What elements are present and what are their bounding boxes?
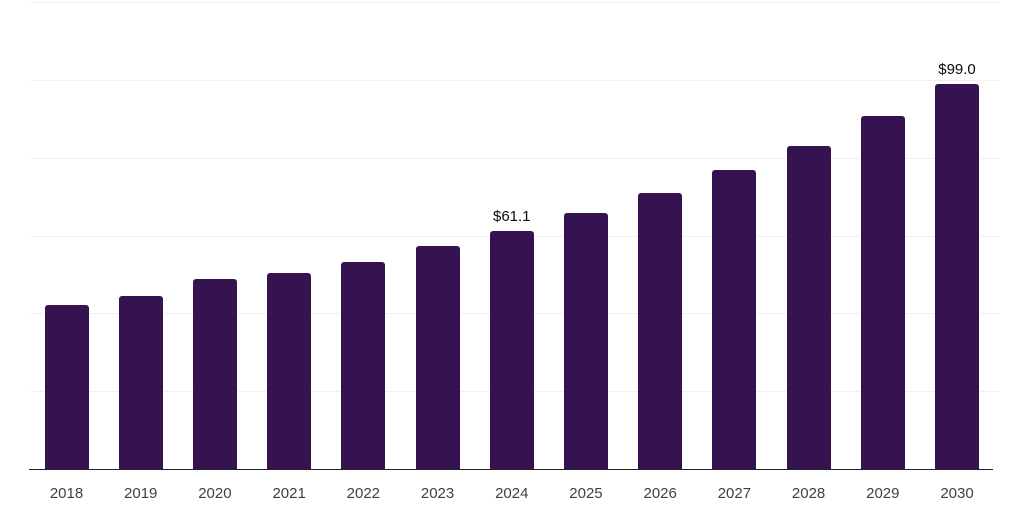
bar-2028 [786,145,831,469]
data-label-2024: $61.1 [492,208,531,226]
x-tick-label-2023: 2023 [420,485,455,502]
gridline-120 [30,2,1000,3]
gridline-80 [30,157,1000,159]
bar-2029 [860,116,905,469]
bar-2030 [935,83,980,469]
bar-2023 [415,246,460,469]
bar-2025 [563,212,608,469]
bar-2027 [712,170,757,469]
x-tick-label-2020: 2020 [198,485,232,502]
gridline-100 [30,79,1000,81]
x-tick-label-2028: 2028 [791,485,826,502]
bar-2020 [192,279,237,469]
x-tick-label-2026: 2026 [643,485,677,502]
bar-2024 [489,231,534,469]
x-tick-label-2018: 2018 [49,485,84,502]
x-tick-label-2029: 2029 [866,485,900,502]
x-tick-label-2024: 2024 [495,485,529,502]
bar-2021 [267,272,312,469]
x-axis-line [29,469,993,471]
x-tick-label-2021: 2021 [272,485,306,502]
bar-2026 [638,193,683,469]
bar-2018 [44,305,89,469]
x-tick-label-2022: 2022 [346,485,381,502]
bar-2022 [341,261,386,469]
x-tick-label-2019: 2019 [124,485,158,502]
data-label-2030: $99.0 [938,60,976,78]
x-tick-label-2025: 2025 [569,485,603,502]
bar-2019 [118,295,163,469]
x-tick-label-2027: 2027 [717,485,752,502]
x-tick-label-2030: 2030 [940,485,974,502]
